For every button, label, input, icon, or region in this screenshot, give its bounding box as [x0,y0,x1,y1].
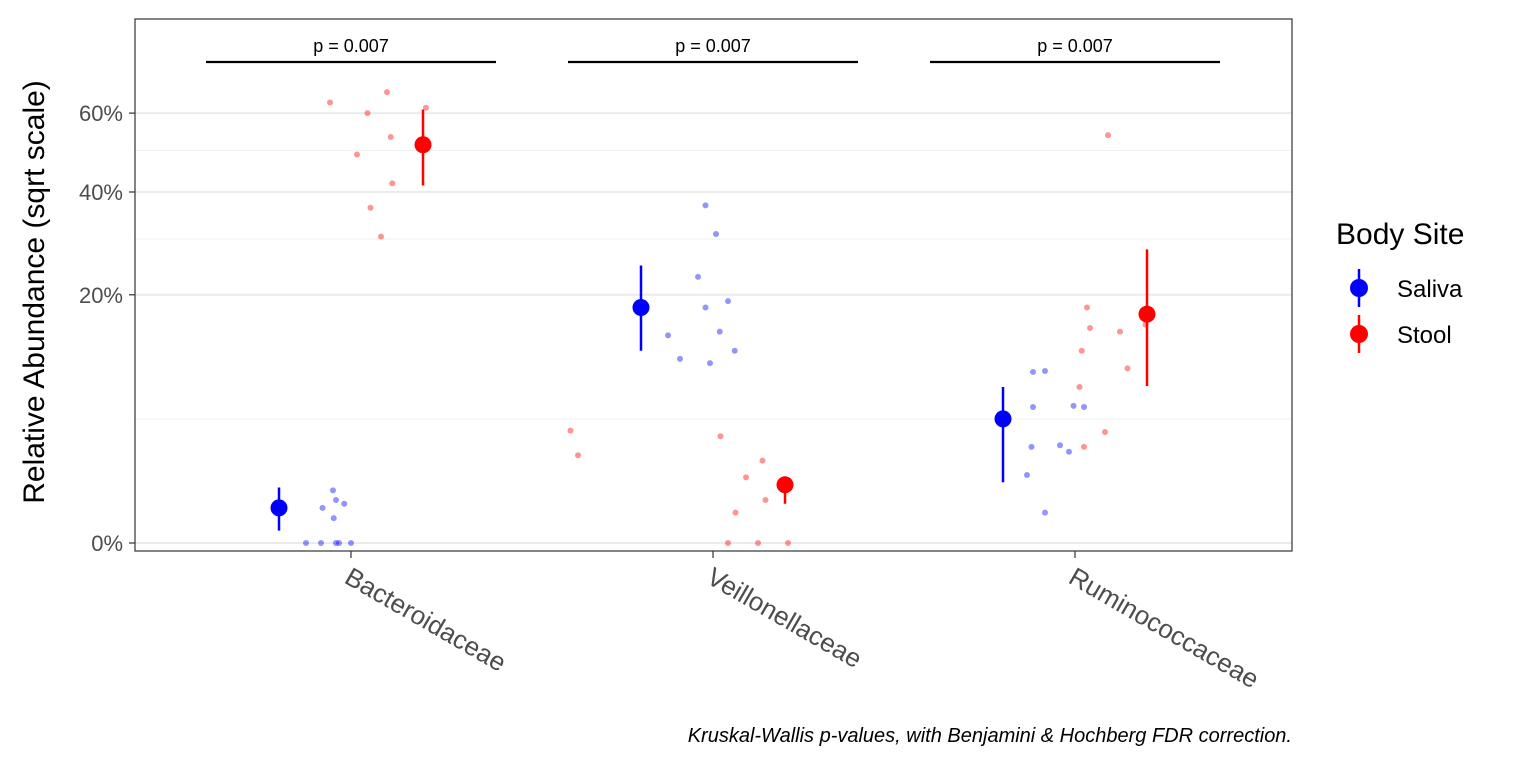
x-tick-label: Ruminococcaceae [1064,561,1264,694]
raw-points [303,89,1149,546]
p-value-label: p = 0.007 [313,36,389,56]
summary-markers [270,109,1156,531]
p-value-annotations: p = 0.007 p = 0.007 p = 0.007 [206,36,1220,64]
y-tick-label: 20% [79,283,123,308]
data-point-stool [575,452,581,459]
data-point-saliva [707,360,713,367]
data-point-saliva [333,540,339,546]
data-point-stool [423,104,429,111]
data-point-stool [327,99,333,106]
data-point-saliva [319,504,326,511]
data-point-saliva [303,540,309,546]
data-point-saliva [330,515,337,522]
y-axis-title: Relative Abundance (sqrt scale) [18,80,51,504]
median-point-saliva [270,499,288,517]
x-tick-label: Bacteroidaceae [340,561,511,677]
data-point-saliva [731,347,738,354]
data-point-stool [389,180,396,187]
data-point-stool [717,433,724,440]
data-point-saliva [1070,402,1077,409]
data-point-stool [1081,443,1087,450]
y-tick-label: 0% [91,531,123,556]
median-point-stool [1138,305,1156,323]
data-point-stool [1076,384,1083,391]
data-point-stool [743,474,749,481]
data-point-saliva [677,355,683,362]
legend-key-point [1350,325,1368,343]
data-point-stool [759,457,766,464]
y-tick-label: 40% [79,180,123,205]
data-point-saliva [1042,368,1048,375]
data-point-stool [1124,365,1131,372]
gridlines [135,112,1292,544]
legend-label: Stool [1397,322,1452,349]
data-point-saliva [318,540,324,546]
data-point-saliva [336,540,342,546]
x-tick-label: Veillonellaceae [702,561,867,674]
caption: Kruskal-Wallis p-values, with Benjamini … [688,725,1292,747]
data-point-saliva [348,540,354,546]
data-point-saliva [1030,368,1036,375]
data-point-stool [1105,132,1111,139]
data-point-stool [1102,429,1108,435]
y-tick-label: 60% [79,101,123,126]
x-axis: Bacteroidaceae Veillonellaceae Ruminococca… [340,551,1264,694]
panel-border [134,18,1293,552]
data-point-stool [762,497,769,504]
data-point-saliva [1028,443,1035,450]
p-value-label: p = 0.007 [675,36,751,56]
data-point-saliva [333,497,339,504]
data-point-stool [567,427,574,434]
data-point-stool [725,540,731,546]
data-point-stool [367,204,374,211]
data-point-saliva [716,328,723,335]
data-point-saliva [702,304,709,311]
legend-key-point [1350,279,1368,297]
data-point-saliva [1042,509,1048,516]
data-point-saliva [1030,404,1036,411]
p-value-label: p = 0.007 [1037,36,1113,56]
legend-title: Body Site [1336,218,1464,251]
data-point-saliva [665,332,671,339]
data-point-saliva [702,202,709,209]
median-point-saliva [994,410,1012,428]
legend-label: Saliva [1397,276,1463,303]
data-point-saliva [1057,442,1063,449]
data-point-saliva [330,487,336,494]
y-axis: 0% 20% 40% 60% [79,101,135,556]
legend: Body Site Saliva Stool [1336,218,1464,353]
data-point-stool [387,134,394,141]
data-point-saliva [713,230,719,237]
data-point-stool [1078,347,1085,354]
data-point-stool [1087,325,1093,332]
data-point-stool [732,509,739,516]
data-point-stool [354,151,360,158]
data-point-saliva [1066,448,1072,455]
data-point-saliva [695,273,701,280]
data-point-stool [755,540,761,546]
data-point-stool [1117,328,1123,335]
data-point-saliva [1081,404,1087,411]
data-point-stool [364,110,371,117]
data-point-stool [384,89,390,96]
data-point-stool [378,233,384,240]
data-point-saliva [1024,472,1030,479]
median-point-stool [776,476,794,494]
data-point-saliva [725,298,731,305]
median-point-saliva [632,299,650,317]
data-point-stool [1084,304,1090,311]
median-point-stool [414,136,432,154]
data-point-saliva [341,500,348,507]
data-point-stool [785,540,791,546]
